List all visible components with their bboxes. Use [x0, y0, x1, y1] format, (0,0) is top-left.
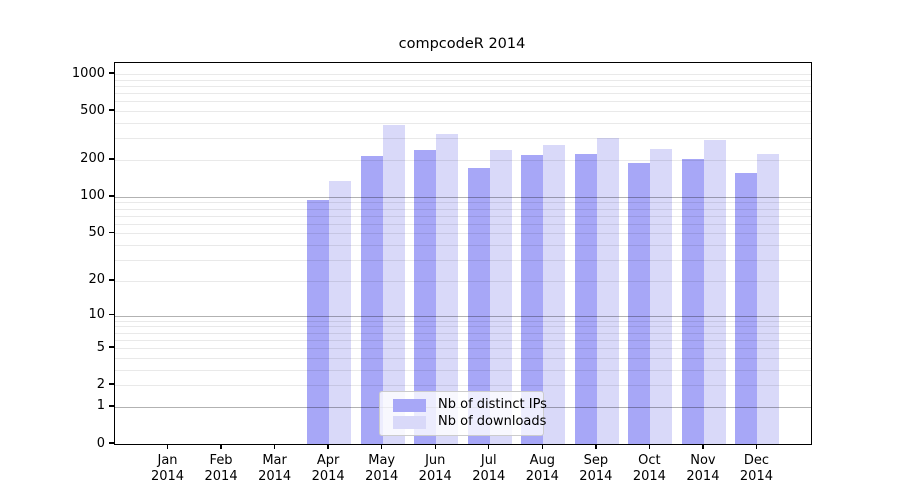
y-tick-label-1: 1 [96, 398, 105, 414]
x-tick-label-dec: Dec 2014 [739, 453, 773, 484]
x-tick-mark-nov [702, 444, 704, 450]
y-tick-mark-0 [109, 442, 114, 444]
y-tick-mark-2 [109, 383, 114, 385]
x-tick-label-jul: Jul 2014 [472, 453, 506, 484]
y-tick-mark-5 [109, 346, 114, 348]
gridline-800 [115, 85, 811, 87]
x-tick-label-apr: Apr 2014 [311, 453, 345, 484]
x-tick-label-jun: Jun 2014 [418, 453, 452, 484]
y-tick-mark-1000 [109, 72, 114, 74]
gridline-900 [115, 79, 811, 81]
x-tick-label-nov: Nov 2014 [686, 453, 720, 484]
bar-downloads-may [382, 125, 405, 444]
bar-distinct-ips-sep [574, 153, 597, 444]
y-tick-label-5: 5 [96, 339, 105, 355]
gridline-1000 [115, 74, 811, 75]
bar-distinct-ips-oct [628, 163, 651, 444]
y-tick-label-10: 10 [88, 307, 105, 323]
bar-distinct-ips-apr [307, 200, 330, 444]
chart-title: compcodeR 2014 [398, 36, 526, 52]
x-tick-mark-aug [541, 444, 543, 450]
legend-swatch-distinct-ips [393, 398, 426, 412]
bar-distinct-ips-may [360, 155, 383, 444]
x-tick-mark-oct [648, 444, 651, 450]
plot-area [114, 62, 812, 445]
y-tick-label-100: 100 [80, 188, 105, 204]
x-tick-mark-feb [220, 444, 222, 450]
y-tick-label-20: 20 [88, 272, 105, 288]
legend: Nb of distinct IPs Nb of downloads [379, 391, 547, 436]
legend-swatch-downloads [393, 415, 426, 429]
x-tick-mark-jul [488, 444, 490, 450]
bar-distinct-ips-aug [521, 154, 544, 444]
gridline-700 [115, 93, 811, 95]
x-tick-mark-dec [755, 444, 758, 450]
y-tick-label-500: 500 [80, 102, 105, 118]
y-tick-label-50: 50 [88, 224, 105, 240]
y-tick-mark-200 [109, 158, 114, 160]
y-tick-label-2: 2 [96, 376, 105, 392]
y-tick-mark-20 [109, 279, 114, 281]
x-tick-mark-may [380, 444, 383, 450]
gridline-400 [115, 122, 811, 124]
legend-item-distinct-ips: Nb of distinct IPs [393, 398, 547, 412]
bar-downloads-dec [757, 153, 780, 444]
x-tick-mark-jan [166, 444, 169, 450]
x-tick-label-oct: Oct 2014 [632, 453, 666, 484]
gridline-600 [115, 101, 811, 103]
x-tick-mark-apr [327, 444, 329, 450]
legend-label-downloads: Nb of downloads [438, 414, 547, 429]
bar-downloads-apr [329, 181, 352, 444]
x-tick-mark-sep [595, 444, 597, 450]
x-tick-label-mar: Mar 2014 [258, 453, 292, 484]
gridline-500 [115, 111, 811, 113]
y-tick-mark-1 [109, 405, 114, 407]
x-tick-label-aug: Aug 2014 [525, 453, 559, 484]
y-tick-label-200: 200 [80, 151, 105, 167]
y-tick-mark-50 [109, 231, 114, 234]
y-tick-label-1000: 1000 [71, 65, 105, 81]
y-tick-mark-10 [109, 313, 114, 316]
legend-label-distinct-ips: Nb of distinct IPs [438, 397, 547, 412]
x-tick-label-feb: Feb 2014 [204, 453, 238, 484]
x-tick-label-may: May 2014 [365, 453, 399, 484]
x-tick-mark-mar [273, 444, 276, 450]
bar-distinct-ips-jul [467, 168, 490, 444]
bar-downloads-sep [596, 137, 619, 444]
bar-downloads-oct [650, 148, 673, 444]
y-tick-mark-500 [109, 109, 114, 111]
bar-downloads-jul [489, 150, 512, 444]
x-tick-label-jan: Jan 2014 [150, 453, 185, 484]
y-tick-mark-100 [109, 195, 114, 197]
bar-distinct-ips-jun [414, 150, 437, 444]
x-tick-mark-jun [434, 444, 436, 450]
bar-downloads-jun [436, 133, 459, 444]
bar-distinct-ips-dec [735, 172, 758, 444]
bar-distinct-ips-nov [681, 158, 704, 444]
x-tick-label-sep: Sep 2014 [579, 453, 613, 484]
bar-downloads-nov [703, 139, 726, 444]
legend-item-downloads: Nb of downloads [393, 415, 546, 429]
y-tick-label-0: 0 [96, 435, 105, 451]
bar-downloads-aug [543, 144, 566, 444]
